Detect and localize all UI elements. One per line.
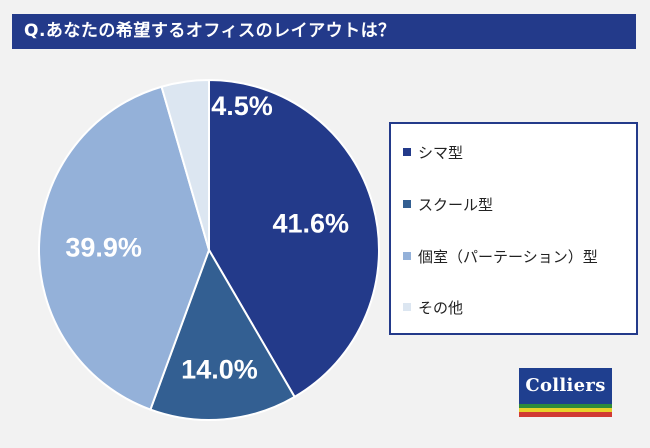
legend-swatch (403, 303, 411, 311)
legend-item-2: スクール型 (403, 194, 493, 214)
pie-slice-2 (149, 247, 296, 421)
legend-label: スクール型 (418, 195, 494, 214)
pie-slice-1 (208, 78, 380, 399)
question-title-bar: Q.あなたの希望するオフィスのレイアウトは？ (12, 14, 636, 49)
pie-slice-3 (38, 85, 211, 411)
pie-data-label-3: 39.9% (65, 232, 142, 262)
question-title: Q.あなたの希望するオフィスのレイアウトは？ (24, 21, 396, 41)
legend-item-4: その他 (403, 297, 463, 317)
pie-labels: 41.6% 14.0% 39.9% 4.5% (65, 91, 349, 385)
legend-label: シマ型 (418, 143, 464, 162)
logo-stripe-1 (519, 404, 612, 408)
colliers-logo: Colliers (519, 368, 612, 418)
legend-item-3: 個室（パーテーション）型 (403, 246, 598, 266)
legend-swatch (403, 200, 411, 208)
legend-swatch (403, 252, 411, 260)
pie-slice-4 (160, 78, 210, 251)
pie-slices (38, 78, 380, 421)
pie-data-label-2: 14.0% (181, 355, 258, 385)
chart-legend: シマ型スクール型個室（パーテーション）型 その他 (389, 122, 638, 335)
pie-data-label-1: 41.6% (272, 209, 349, 239)
colliers-logo-wordmark: Colliers (519, 368, 612, 404)
logo-stripe-3 (519, 412, 612, 417)
logo-stripe-2 (519, 408, 612, 412)
legend-label: 個室（パーテーション）型 (418, 247, 598, 266)
pie-data-label-4: 4.5% (211, 91, 273, 121)
colliers-logo-stripes (519, 404, 612, 417)
legend-swatch (403, 148, 411, 156)
legend-label: その他 (418, 298, 464, 317)
legend-item-1: シマ型 (403, 142, 463, 162)
